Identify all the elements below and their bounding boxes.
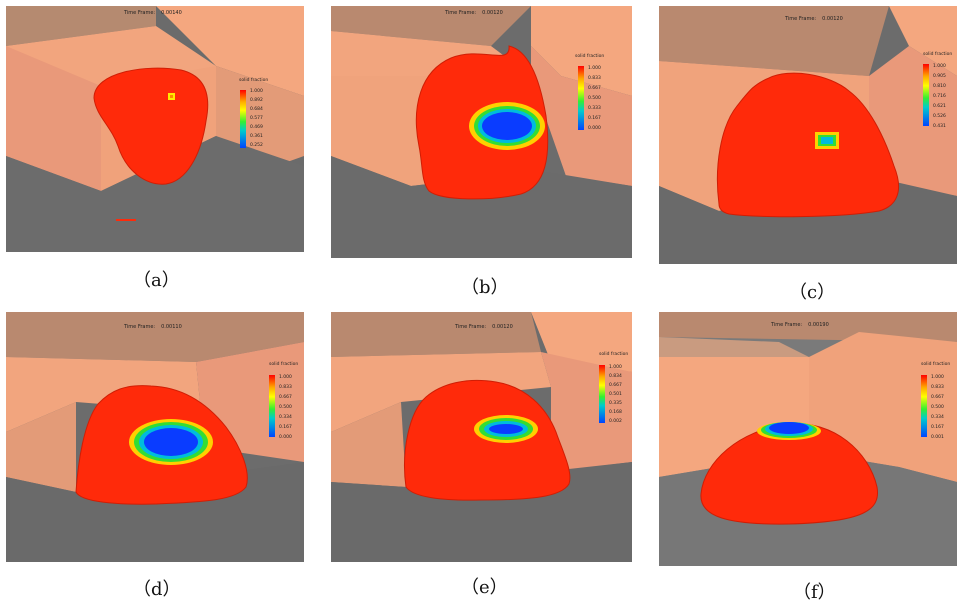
- scene-b: [331, 6, 632, 258]
- panel-b: Time Frame: 0.00120 solid fraction 1.000 …: [331, 6, 632, 258]
- caption-c: （c）: [789, 282, 836, 303]
- panel-d: Time Frame: 0.00110 solid fraction 1.000 …: [6, 312, 304, 562]
- panel-f: Time Frame: 0.00190 solid fraction 1.000 …: [659, 312, 957, 566]
- panel-a: Time Frame: 0.00140 solid fraction 1.000 …: [6, 6, 304, 252]
- caption-d: （d）: [133, 579, 181, 600]
- scene-a: [6, 6, 304, 252]
- panel-e: Time Frame: 0.00120 solid fraction 1.000 …: [331, 312, 632, 562]
- caption-e: （e）: [461, 577, 508, 598]
- caption-a: （a）: [133, 270, 180, 291]
- scene-d: [6, 312, 304, 562]
- caption-f: （f）: [793, 582, 836, 603]
- caption-b: （b）: [461, 277, 509, 298]
- scene-e: [331, 312, 632, 562]
- scene-f: [659, 312, 957, 566]
- panel-c: Time Frame: 0.00120 solid fraction 1.000 …: [659, 6, 957, 264]
- scene-c: [659, 6, 957, 264]
